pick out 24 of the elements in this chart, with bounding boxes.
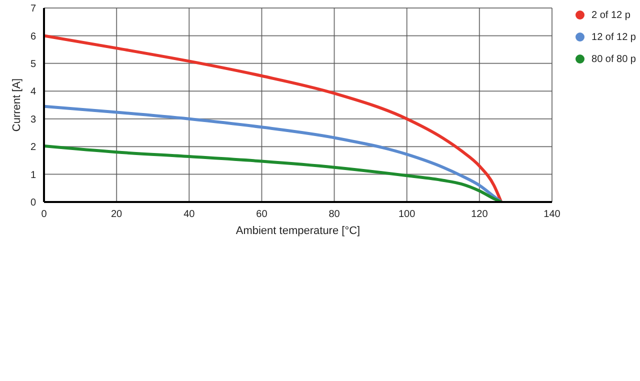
x-tick-label: 100 <box>398 209 416 220</box>
legend-label: 2 of 12 p <box>592 10 630 20</box>
y-tick-label: 7 <box>30 4 36 15</box>
x-tick-label: 40 <box>184 209 196 220</box>
y-tick-label: 1 <box>30 170 36 181</box>
line-series <box>44 104 503 202</box>
line-series <box>44 34 503 202</box>
legend-label: 12 of 12 p <box>592 32 636 42</box>
x-tick-label: 20 <box>111 209 123 220</box>
x-tick-label: 60 <box>256 209 268 220</box>
y-tick-label: 6 <box>30 31 36 42</box>
x-tick-label: 140 <box>544 209 561 220</box>
line-series <box>44 144 503 202</box>
x-tick-label: 120 <box>471 209 488 220</box>
y-tick-label: 3 <box>30 114 36 126</box>
y-tick-label: 0 <box>30 198 36 209</box>
x-tick-label: 80 <box>328 209 340 220</box>
y-tick-label: 2 <box>30 142 36 154</box>
y-axis-title: Current [A] <box>10 78 23 132</box>
x-axis-title: Ambient temperature [°C] <box>236 225 360 237</box>
y-tick-label: 4 <box>30 86 36 98</box>
y-tick-label: 5 <box>30 58 36 70</box>
x-tick-label: 0 <box>41 209 48 220</box>
legend-label: 80 of 80 p <box>592 54 636 64</box>
